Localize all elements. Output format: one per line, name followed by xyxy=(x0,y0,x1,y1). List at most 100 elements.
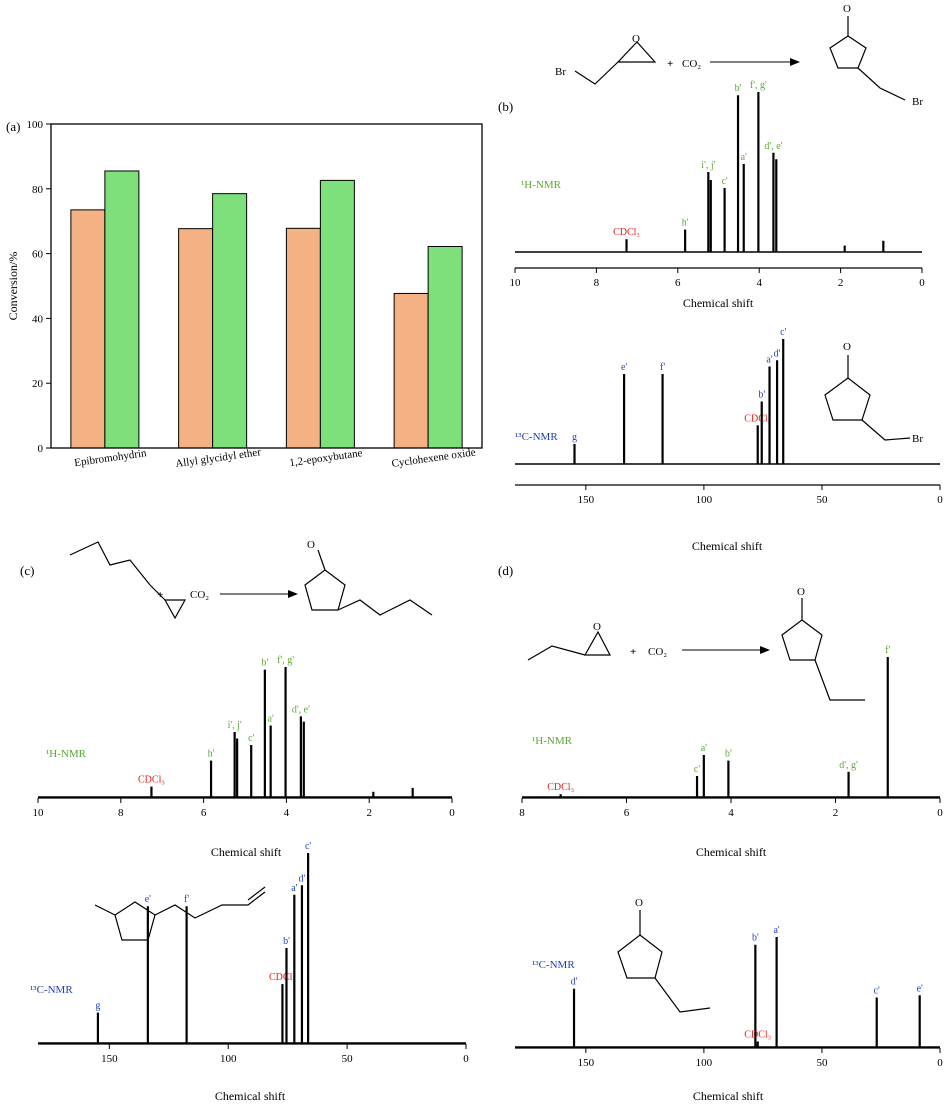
carbonate-ring xyxy=(617,934,663,979)
x-tick-label: 100 xyxy=(220,1053,237,1065)
x-tick-label: 2 xyxy=(366,807,372,819)
peak-label: CDCl₃ xyxy=(744,1030,771,1041)
plus-sign: + xyxy=(630,646,636,658)
peak-label: c' xyxy=(248,733,254,744)
x-category-label: Epibromohydrin xyxy=(74,447,148,469)
x-tick-label: 50 xyxy=(816,494,828,506)
x-tick-label: 4 xyxy=(284,807,290,819)
spectrum-c-13c: 150 100 50 0 Chemical shift g e' f' CDCl₃ b' a'd' c… xyxy=(38,841,469,1103)
panel-a-bar-chart: (a) 0 20 40 60 80 100 Epibromohydrin Allyl gly… xyxy=(6,119,483,470)
peak-label: c' xyxy=(694,764,700,775)
peak-label: c' xyxy=(721,176,727,187)
peak-label: CDCl₃ xyxy=(138,775,165,786)
peak-label: a' xyxy=(773,925,779,936)
x-tick-label: 100 xyxy=(696,1057,713,1069)
x-tick-label: 100 xyxy=(696,494,713,506)
x-tick-label: 2 xyxy=(838,277,844,289)
o-label: O xyxy=(593,621,601,633)
co2-label: CO₂ xyxy=(648,646,667,658)
bar xyxy=(285,227,321,449)
peak-label: d' xyxy=(774,348,781,359)
carbonate-structure-d: O xyxy=(617,897,711,1013)
carbonate-structure-b: O Br xyxy=(824,341,923,445)
peak-label: e' xyxy=(145,894,151,905)
x-axis-label: Chemical shift xyxy=(696,845,767,859)
peak-label: a' xyxy=(268,714,274,725)
reaction-scheme-d: O + CO₂ O xyxy=(527,586,865,701)
peak-label: CDCl₃ xyxy=(269,972,296,983)
x-tick-label: 8 xyxy=(594,277,600,289)
peak-label: c' xyxy=(305,841,311,852)
peak-label: CDCl₃ xyxy=(744,413,771,424)
bond xyxy=(574,61,619,85)
carbonyl-bond xyxy=(317,549,326,571)
panel-c-label: (c) xyxy=(20,563,34,578)
peak-label: a' xyxy=(766,355,772,366)
carbonate-ring xyxy=(781,619,823,661)
panel-b-label: (b) xyxy=(498,99,513,114)
reaction-scheme-b: Br O + CO₂ O Br xyxy=(555,3,923,108)
bar xyxy=(212,193,248,449)
h-nmr-label: ¹H-NMR xyxy=(521,179,562,191)
x-category-label: Cyclohexene oxide xyxy=(391,446,477,470)
vinyl-double-bond xyxy=(247,886,266,901)
peak-label: e' xyxy=(621,362,627,373)
o-label: O xyxy=(307,539,315,551)
x-tick-label: 2 xyxy=(833,807,839,819)
c-nmr-label: ¹³C-NMR xyxy=(515,431,558,443)
x-tick-label: 150 xyxy=(578,1057,595,1069)
x-axis-label: Chemical shift xyxy=(692,539,763,553)
spectrum-d-1h: 8 6 4 2 0 Chemical shift CDCl₃ c'a' b' d', g' f' xyxy=(519,645,943,859)
x-tick-label: 10 xyxy=(33,807,45,819)
x-category-label: Allyl glycidyl ether xyxy=(175,446,262,470)
bar xyxy=(393,292,429,449)
arrow-head xyxy=(288,590,298,598)
spectrum-b-1h: 10 8 6 4 2 0 Chemical shift CDCl₃ h' i', j' c' b' a'… xyxy=(510,80,926,310)
y-tick-label: 60 xyxy=(32,249,44,261)
y-tick-label: 100 xyxy=(27,119,44,131)
peak-label: b' xyxy=(752,933,759,944)
allyl-ether-chain xyxy=(69,541,166,601)
x-tick-label: 150 xyxy=(578,494,595,506)
peak-label: a' xyxy=(741,152,747,163)
y-tick-label: 0 xyxy=(38,443,44,455)
c-nmr-label: ¹³C-NMR xyxy=(532,959,575,971)
co2-label: CO₂ xyxy=(190,589,209,601)
x-tick-label: 6 xyxy=(675,277,681,289)
x-tick-label: 0 xyxy=(937,494,943,506)
plot-frame xyxy=(50,123,483,449)
x-category-label: 1,2-epoxybutane xyxy=(289,447,364,469)
peak-label: CDCl₃ xyxy=(547,782,574,793)
epoxide-ring xyxy=(616,41,657,63)
h-nmr-label: ¹H-NMR xyxy=(532,735,573,747)
x-tick-label: 8 xyxy=(118,807,124,819)
y-axis-ticks: 0 20 40 60 80 100 xyxy=(27,119,51,455)
peak-label: i', j' xyxy=(228,720,242,731)
peak-label: f' xyxy=(885,645,890,656)
epoxide-ring xyxy=(583,630,611,656)
x-tick-label: 0 xyxy=(919,277,925,289)
peak-label: f' xyxy=(660,362,665,373)
peak-label: d', g' xyxy=(839,760,858,771)
bar xyxy=(104,170,140,449)
panel-a-label: (a) xyxy=(6,119,20,134)
peak-label: g xyxy=(95,1001,100,1012)
peak-label: d' xyxy=(571,977,578,988)
panel-d-label: (d) xyxy=(498,563,513,578)
side-chain xyxy=(154,891,266,919)
h-nmr-label: ¹H-NMR xyxy=(46,748,87,760)
carbonate-ring xyxy=(114,901,156,941)
peak-label: i', j' xyxy=(701,160,715,171)
peak-label: CDCl₃ xyxy=(613,227,640,238)
x-tick-label: 4 xyxy=(728,807,734,819)
bar xyxy=(319,179,355,449)
arrow-head xyxy=(760,646,770,654)
peak-label: d', e' xyxy=(292,704,310,715)
peak-label: c' xyxy=(780,327,786,338)
o-label: O xyxy=(632,33,640,45)
ethyl-chain xyxy=(527,645,586,661)
peak-label: b' xyxy=(283,936,290,947)
y-tick-label: 40 xyxy=(32,313,44,325)
peak-label: h' xyxy=(208,749,215,760)
arrow-head xyxy=(790,58,800,66)
